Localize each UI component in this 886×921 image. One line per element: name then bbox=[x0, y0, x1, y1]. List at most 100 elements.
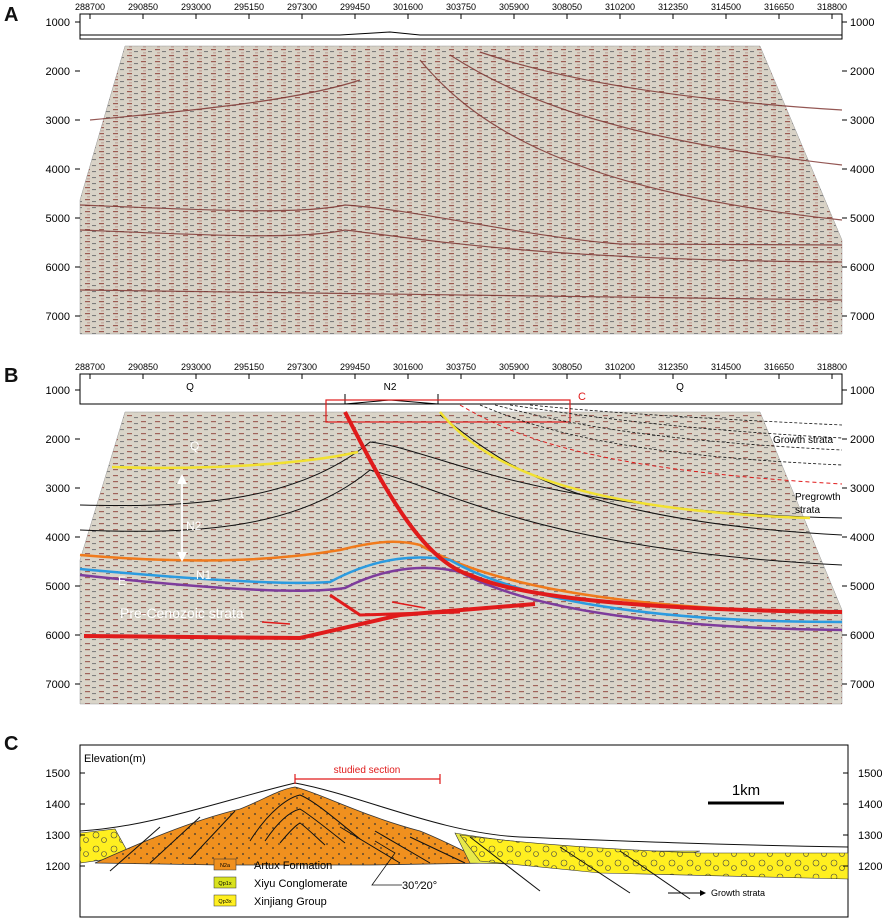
top-axis-tick-label: 299450 bbox=[340, 362, 370, 372]
top-axis-tick-label: 312350 bbox=[658, 2, 688, 12]
top-axis-tick-label: 318800 bbox=[817, 362, 847, 372]
top-axis-tick-label: 297300 bbox=[287, 362, 317, 372]
depth-axis-left-tick-label: 6000 bbox=[46, 262, 70, 274]
top-axis-tick-label: 314500 bbox=[711, 362, 741, 372]
topographic-surface bbox=[79, 782, 849, 848]
panel-a-top-axis bbox=[79, 13, 843, 40]
panel-a-seismic-section: 288700 290850 293000 295150 297300 299450 3016… bbox=[46, 2, 874, 335]
top-axis-tick-label: 308050 bbox=[552, 2, 582, 12]
elevation-axis-left-tick-label: 1300 bbox=[46, 830, 70, 842]
black-horizons bbox=[79, 414, 843, 566]
label-pregrowth-strata-1: Pregrowth bbox=[795, 492, 841, 503]
e-base-horizon bbox=[79, 566, 843, 632]
growth-strata-label: Growth strata bbox=[711, 888, 765, 898]
top-axis-tick-label: 303750 bbox=[446, 2, 476, 12]
top-axis-tick-label: 310200 bbox=[605, 2, 635, 12]
slip-arrow bbox=[391, 601, 426, 609]
top-axis-tick-label: 316650 bbox=[764, 362, 794, 372]
elevation-axis-left-tick-label: 1400 bbox=[46, 799, 70, 811]
elevation-axis-left-tick-label: 1200 bbox=[46, 861, 70, 873]
panel-c-letter: C bbox=[4, 733, 19, 755]
panel-b-seismic-data bbox=[79, 411, 843, 705]
top-axis-tick-label: 295150 bbox=[234, 2, 264, 12]
top-axis-tick-label: 290850 bbox=[128, 2, 158, 12]
legend-code: Qp1x bbox=[218, 881, 231, 887]
detachment-fault bbox=[83, 602, 536, 641]
depth-axis-right-tick-label: 6000 bbox=[850, 630, 874, 642]
depth-axis-left-tick-label: 3000 bbox=[46, 483, 70, 495]
top-axis-tick-label: 288700 bbox=[75, 362, 105, 372]
growth-strata-dashed bbox=[479, 404, 843, 466]
label-pre-cenozoic: Pre-Cenozoic strata bbox=[120, 605, 244, 621]
legend-swatch bbox=[213, 876, 237, 889]
top-axis-tick-label: 293000 bbox=[181, 362, 211, 372]
surface-label-q-right: Q bbox=[676, 382, 684, 393]
depth-axis-right-tick-label: 4000 bbox=[850, 532, 874, 544]
top-axis-tick-label: 308050 bbox=[552, 362, 582, 372]
legend-label: Xinjiang Group bbox=[254, 896, 327, 908]
depth-axis-right-tick-label: 7000 bbox=[850, 679, 874, 691]
depth-axis-left-tick-label: 5000 bbox=[46, 213, 70, 225]
top-axis-tick-label: 301600 bbox=[393, 362, 423, 372]
depth-axis-right-tick-label: 5000 bbox=[850, 581, 874, 593]
legend-label: Xiyu Conglomerate bbox=[254, 878, 348, 890]
depth-axis-right-tick-label: 3000 bbox=[850, 483, 874, 495]
n1-base-horizon bbox=[79, 556, 843, 624]
depth-axis-left-tick-label: 4000 bbox=[46, 532, 70, 544]
depth-axis-right-tick-label: 3000 bbox=[850, 115, 874, 127]
legend-code: N2a bbox=[220, 863, 231, 869]
elevation-axis-title: Elevation(m) bbox=[84, 753, 146, 765]
elevation-axis-right-tick-label: 1500 bbox=[858, 768, 882, 780]
elevation-axis-right-tick-label: 1200 bbox=[858, 861, 882, 873]
panel-b-interpreted-section: Q N2 Q C Q N2 N1 E Pre-Cenozoic strata G… bbox=[46, 362, 874, 705]
n2-base-horizon bbox=[79, 540, 843, 614]
top-axis-tick-label: 310200 bbox=[605, 362, 635, 372]
depth-axis-right-tick-label: 5000 bbox=[850, 213, 874, 225]
legend-swatch bbox=[213, 858, 237, 871]
top-axis-tick-label: 288700 bbox=[75, 2, 105, 12]
xinjiang-group-right bbox=[459, 834, 849, 880]
top-axis-tick-label: 301600 bbox=[393, 2, 423, 12]
depth-axis-right-tick-label: 2000 bbox=[850, 434, 874, 446]
panel-a-letter: A bbox=[4, 4, 19, 26]
top-axis-tick-label: 316650 bbox=[764, 2, 794, 12]
depth-axis-left-tick-label: 4000 bbox=[46, 164, 70, 176]
surface-label-n2: N2 bbox=[384, 382, 397, 393]
top-axis-tick-label: 305900 bbox=[499, 362, 529, 372]
panel-b-letter: B bbox=[4, 365, 19, 387]
legend-code: Qp3x bbox=[218, 899, 231, 905]
studied-section-label: studied section bbox=[334, 765, 401, 776]
artux-formation-unit bbox=[94, 786, 491, 866]
depth-axis-left-tick-label: 2000 bbox=[46, 66, 70, 78]
depth-axis-right-tick-label: 1000 bbox=[850, 385, 874, 397]
surface-label-q-left: Q bbox=[186, 382, 194, 393]
depth-axis-left-tick-label: 1000 bbox=[46, 385, 70, 397]
label-q: Q bbox=[190, 439, 199, 453]
q-base-horizon bbox=[111, 450, 359, 470]
panel-a-reflectors bbox=[79, 51, 843, 301]
panel-c-cross-section: Elevation(m) studied section 1km 30°∕20°… bbox=[46, 744, 882, 918]
depth-axis-left-tick-label: 1000 bbox=[46, 17, 70, 29]
dip-leader bbox=[371, 840, 402, 886]
inset-c-label: C bbox=[578, 391, 586, 403]
top-axis-tick-label: 290850 bbox=[128, 362, 158, 372]
depth-axis-left-tick-label: 6000 bbox=[46, 630, 70, 642]
depth-axis-right-tick-label: 1000 bbox=[850, 17, 874, 29]
depth-axis-right-tick-label: 7000 bbox=[850, 311, 874, 323]
depth-axis-left-tick-label: 3000 bbox=[46, 115, 70, 127]
elevation-axis-right-tick-label: 1300 bbox=[858, 830, 882, 842]
backthrust-fault bbox=[329, 593, 461, 617]
legend-label: Artux Formation bbox=[254, 860, 332, 872]
q-base-horizon-right bbox=[439, 411, 811, 520]
dip-angle-label: 30°∕20° bbox=[402, 880, 437, 892]
scale-bar-label: 1km bbox=[732, 782, 760, 799]
label-pregrowth-strata-2: strata bbox=[795, 505, 820, 516]
legend: N2a Artux Formation Qp1x Xiyu Conglomerate Q… bbox=[213, 858, 348, 908]
main-thrust-fault bbox=[343, 411, 843, 614]
elevation-axis-right-tick-label: 1400 bbox=[858, 799, 882, 811]
top-axis-tick-label: 314500 bbox=[711, 2, 741, 12]
panel-a-seismic-data bbox=[79, 45, 843, 335]
label-e: E bbox=[118, 574, 126, 588]
n2-arrow-head-top bbox=[177, 474, 187, 484]
top-axis-tick-label: 295150 bbox=[234, 362, 264, 372]
